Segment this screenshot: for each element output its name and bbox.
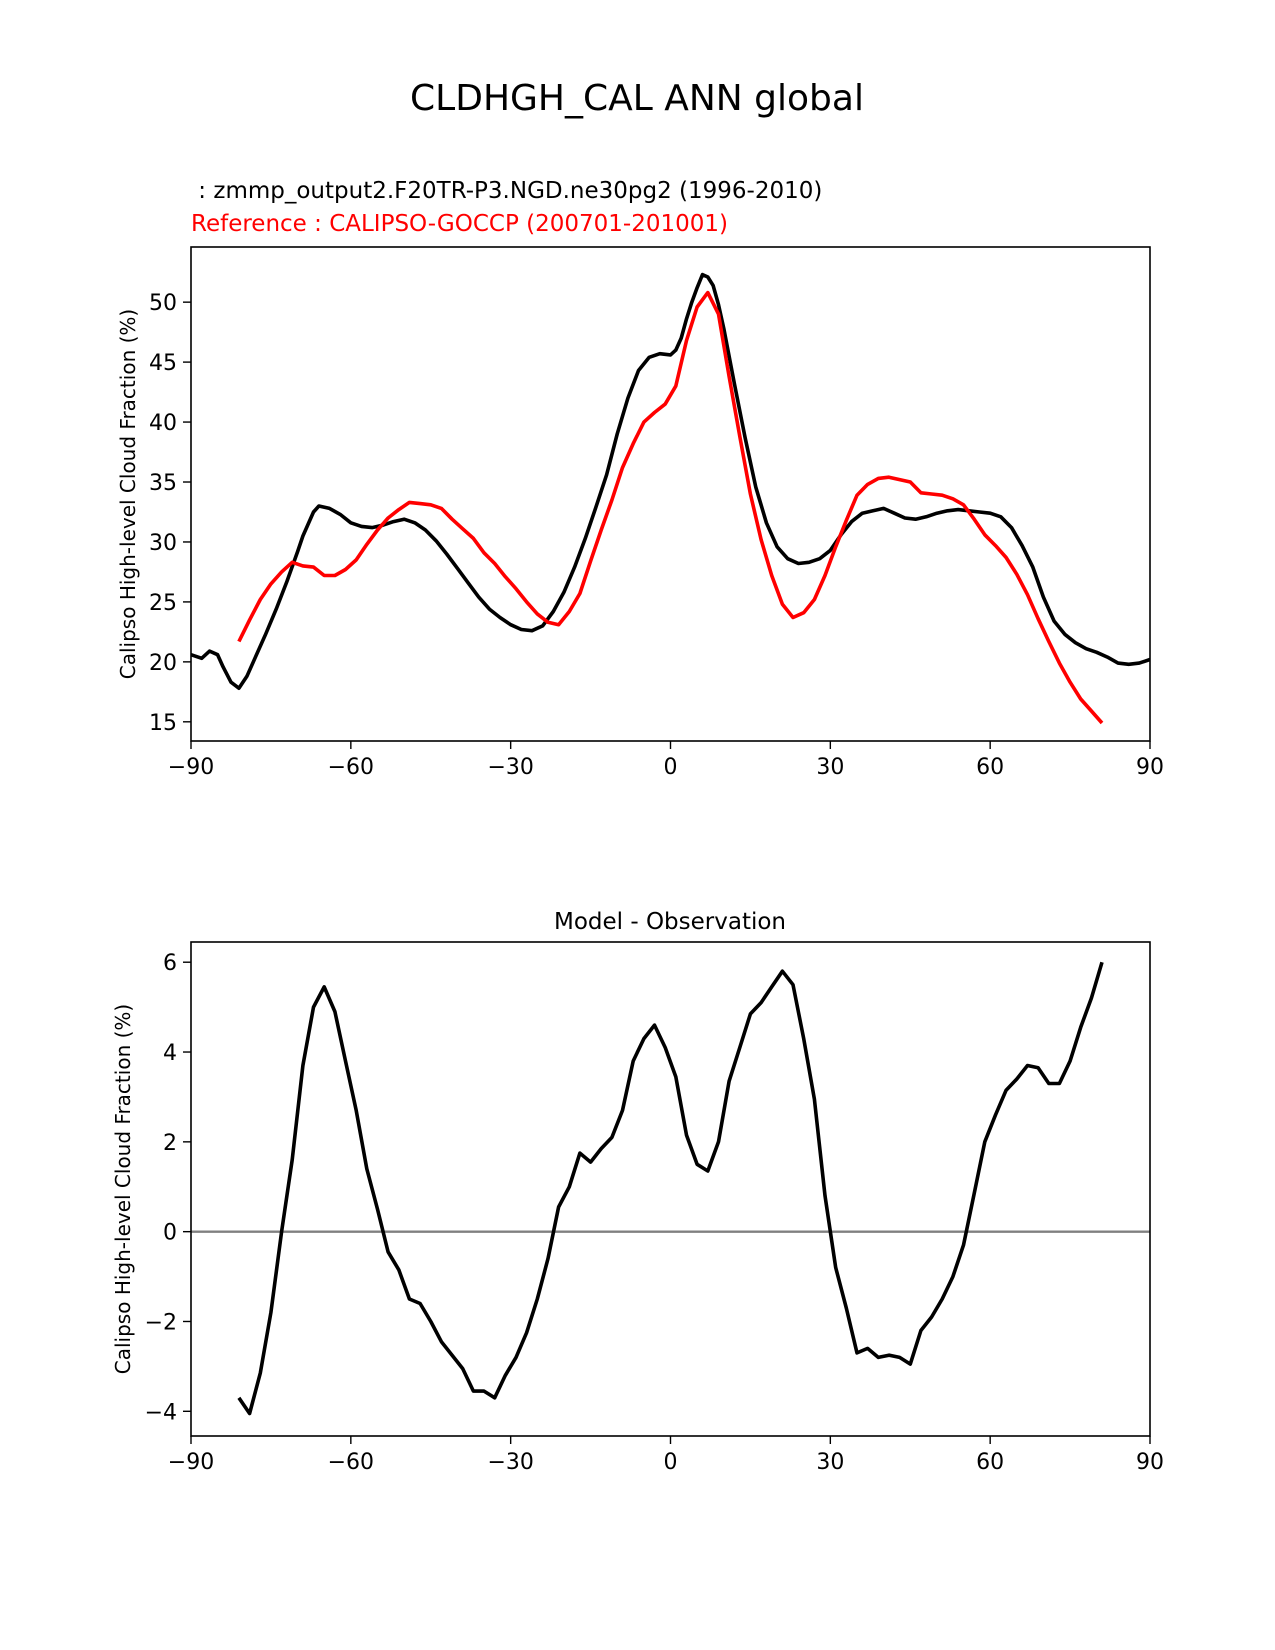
bottom-ylabel: Calipso High-level Cloud Fraction (%) [111, 1004, 135, 1374]
bottom-xtick-label: 90 [1136, 1450, 1164, 1475]
bottom-xtick-label: −60 [328, 1450, 374, 1475]
top-xtick-label: 90 [1136, 755, 1164, 780]
bottom-ytick-label: 6 [163, 951, 177, 976]
top-ytick-label: 25 [149, 591, 177, 616]
top-xtick-label: −90 [168, 755, 214, 780]
bottom-xtick-label: −30 [487, 1450, 533, 1475]
top-xtick-label: −60 [328, 755, 374, 780]
model-label: : zmmp_output2.F20TR-P3.NGD.ne30pg2 (199… [191, 178, 822, 204]
bottom-xtick-label: −90 [168, 1450, 214, 1475]
top-ylabel: Calipso High-level Cloud Fraction (%) [116, 309, 140, 679]
top-ytick-label: 40 [149, 411, 177, 436]
top-xtick-label: −30 [487, 755, 533, 780]
panel-bottom: Model - Observation −90 −60 −30 0 30 60 90−4−2… [111, 909, 1164, 1475]
top-series-line-model [190, 272, 1151, 691]
bottom-ytick-label: 0 [163, 1221, 177, 1246]
top-ytick-label: 30 [149, 531, 177, 556]
bottom-ytick-label: 2 [163, 1131, 177, 1156]
top-ytick-label: 45 [149, 351, 177, 376]
top-axes-frame [190, 246, 1151, 742]
top-ytick-label: 15 [149, 711, 177, 736]
bottom-title: Model - Observation [554, 909, 786, 935]
bottom-xtick-label: 60 [976, 1450, 1004, 1475]
bottom-xtick-label: 30 [816, 1450, 844, 1475]
bottom-ytick-label: −4 [145, 1400, 177, 1425]
reference-label: Reference : CALIPSO-GOCCP (200701-201001… [191, 211, 728, 237]
top-ytick-label: 50 [149, 291, 177, 316]
top-xtick-label: 0 [664, 755, 678, 780]
top-xtick-label: 30 [816, 755, 844, 780]
top-ytick-label: 35 [149, 471, 177, 496]
top-xtick-label: 60 [976, 755, 1004, 780]
top-series-line-reference [237, 290, 1104, 725]
bottom-ytick-label: −2 [145, 1310, 177, 1335]
bottom-series-line-model-observation [237, 961, 1104, 1416]
figure-title: CLDHGH_CAL ANN global [410, 78, 864, 119]
bottom-ytick-label: 4 [163, 1041, 177, 1066]
top-ytick-label: 20 [149, 651, 177, 676]
panel-top: : zmmp_output2.F20TR-P3.NGD.ne30pg2 (199… [116, 178, 1164, 780]
bottom-xtick-label: 0 [664, 1450, 678, 1475]
